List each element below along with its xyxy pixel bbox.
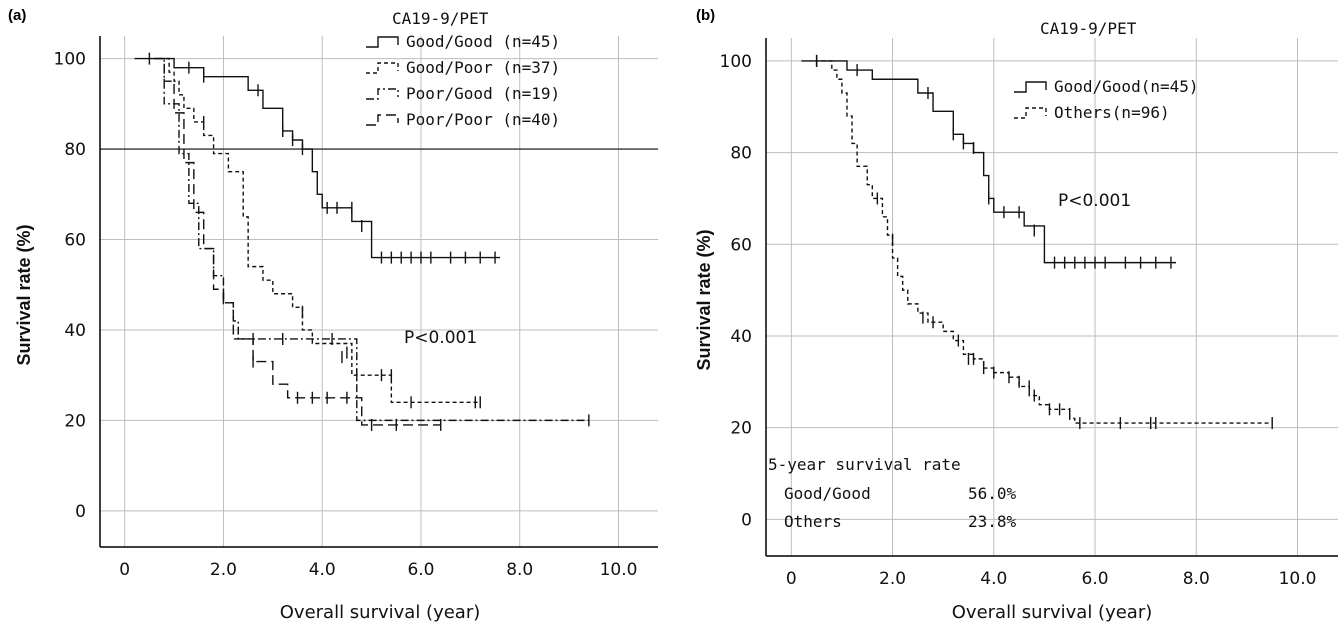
panel-b-x-tick-label: 10.0 [1279,569,1317,589]
panel-b-series [801,54,1273,430]
panel-a-y-tick-label: 100 [54,50,86,70]
panel-a-series [134,52,590,431]
panel-b-x-tick-label: 0 [786,569,797,589]
panel-a-x-ticks: 0 2.0 4.0 6.0 8.0 10.0 [119,560,637,580]
panel-a-y-tick-label: 20 [64,411,86,431]
panel-a-legend-symbol-2 [366,62,399,74]
panel-b-series-line-2 [821,60,1273,424]
panel-a-y-tick-label: 60 [64,230,86,250]
panel-b-survival-box: 5-year survival rate Good/Good 56.0% Oth… [768,455,1017,531]
panel-b-x-tick-label: 8.0 [1183,569,1210,589]
survival-box-row-1-label: Good/Good [784,484,871,503]
panel-a-legend-symbol-4 [366,114,399,126]
panel-a-x-tick-label: 10.0 [600,560,638,580]
panel-a-legend-title: CA19-9/PET [392,9,489,28]
panel-a-series-line-2 [159,57,481,403]
panel-b-x-tick-label: 2.0 [879,569,906,589]
panel-b-legend-symbol-2 [1014,107,1047,119]
survival-box-row-2-label: Others [784,512,842,531]
panel-a-x-tick-label: 8.0 [506,560,533,580]
panel-a-axes [99,36,658,548]
panel-a-p-value: P<0.001 [404,328,477,348]
survival-box-title: 5-year survival rate [768,455,961,474]
panel-a-legend-entry-1: Good/Good (n=45) [406,32,560,51]
panel-b-y-tick-label: 60 [730,235,752,255]
panel-a-y-tick-label: 80 [64,140,86,160]
panel-a-legend-symbol-1 [366,36,399,48]
panel-a-series-line-4 [154,57,441,426]
survival-box-row-2-value: 23.8% [968,512,1017,531]
panel-b-y-ticks: 0 20 40 60 80 100 [720,52,752,530]
panel-b-y-axis-title: Survival rate (%) [694,229,714,370]
panel-b: (b) 0 2.0 4.0 6.0 8.0 10.0 0 20 40 60 80 100 Overa… [694,7,1338,623]
panel-b-x-tick-label: 4.0 [980,569,1007,589]
survival-box-row-1-value: 56.0% [968,484,1017,503]
panel-a-legend: CA19-9/PET Good/Good (n=45) Good/Poor (n=… [366,9,560,129]
panel-a-y-axis-title: Survival rate (%) [14,224,34,365]
panel-b-y-tick-label: 20 [730,419,752,439]
panel-a-y-tick-label: 0 [75,502,86,522]
panel-a-legend-entry-4: Poor/Poor (n=40) [406,110,560,129]
panel-b-legend-title: CA19-9/PET [1040,19,1137,38]
panel-b-p-value: P<0.001 [1058,191,1131,211]
panel-a-y-tick-label: 40 [64,321,86,341]
panel-b-x-axis-title: Overall survival (year) [952,602,1153,623]
panel-a-legend-symbol-3 [366,88,399,100]
panel-a-legend-entry-3: Poor/Good (n=19) [406,84,560,103]
panel-b-legend-symbol-1 [1014,81,1047,93]
panel-a-legend-entry-2: Good/Poor (n=37) [406,58,560,77]
panel-a-x-tick-label: 4.0 [309,560,336,580]
panel-a-x-tick-label: 6.0 [407,560,434,580]
panel-b-legend: CA19-9/PET Good/Good(n=45) Others(n=96) [1014,19,1199,122]
panel-b-legend-entry-1: Good/Good(n=45) [1054,77,1199,96]
panel-b-x-ticks: 0 2.0 4.0 6.0 8.0 10.0 [786,569,1317,589]
panel-b-letter: (b) [696,7,715,24]
panel-b-grid [766,38,1338,556]
panel-b-legend-entry-2: Others(n=96) [1054,103,1170,122]
panel-b-axes [765,38,1338,557]
panel-b-y-tick-label: 0 [741,510,752,530]
panel-a-x-axis-title: Overall survival (year) [280,602,481,623]
panel-a-y-ticks: 0 20 40 60 80 100 [54,50,86,522]
panel-a: (a) 0 2.0 4.0 6.0 8.0 10.0 0 20 40 60 80 100 Overa… [8,7,658,623]
panel-a-x-tick-label: 0 [119,560,130,580]
panel-a-x-tick-label: 2.0 [210,560,237,580]
panel-b-x-tick-label: 6.0 [1082,569,1109,589]
panel-b-y-tick-label: 80 [730,144,752,164]
panel-b-y-tick-label: 40 [730,327,752,347]
panel-b-y-tick-label: 100 [720,52,752,72]
panel-a-letter: (a) [8,7,26,24]
